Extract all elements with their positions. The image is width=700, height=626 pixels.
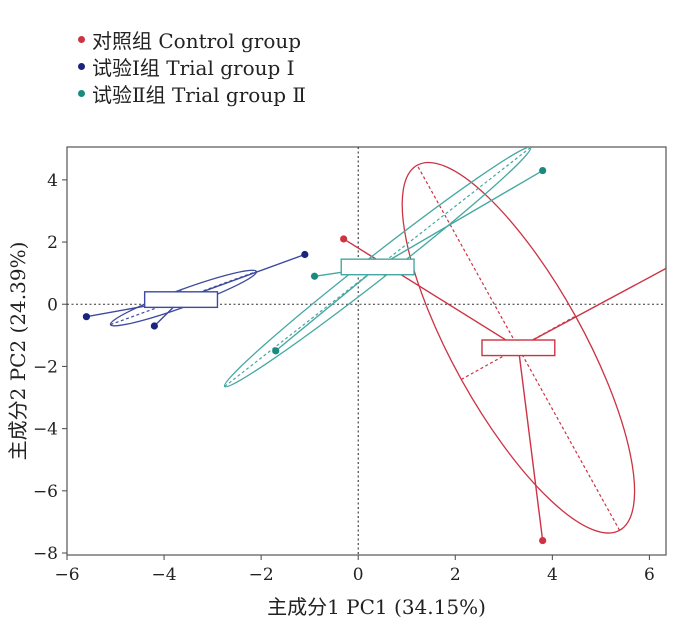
legend-label-control: 对照组 Control group: [92, 29, 302, 53]
ellipse-major-axis: [416, 164, 621, 531]
group-2: [223, 147, 547, 388]
legend-label-trial-2: 试验Ⅱ组 Trial group Ⅱ: [92, 83, 306, 107]
y-tick-label: −4: [33, 420, 58, 440]
spoke-line: [377, 169, 544, 268]
x-tick-label: 4: [547, 565, 558, 585]
centroid-box: [340, 258, 415, 276]
plot-frame: [66, 146, 667, 556]
data-point: [272, 347, 280, 355]
y-tick-label: −2: [33, 357, 58, 377]
centroid-box: [143, 291, 219, 309]
data-point: [539, 166, 547, 175]
legend-item-control: 对照组 Control group: [78, 26, 306, 53]
legend-item-trial-1: 试验Ⅰ组 Trial group Ⅰ: [78, 53, 306, 80]
spoke-line: [275, 266, 379, 352]
group-1: [82, 250, 309, 330]
y-tick-label: 0: [47, 295, 58, 315]
x-axis-title: 主成分1 PC1 (34.15%): [267, 595, 486, 619]
centroid-box: [481, 339, 556, 357]
spoke-line: [517, 347, 544, 541]
x-tick-label: −2: [249, 565, 274, 585]
legend-dot-trial-1: [78, 63, 85, 70]
legend-item-trial-2: 试验Ⅱ组 Trial group Ⅱ: [78, 80, 306, 107]
spoke-line: [343, 238, 519, 349]
x-tick-label: 6: [644, 565, 655, 585]
group-0: [340, 161, 666, 545]
legend-dot-control: [78, 36, 85, 43]
data-point: [301, 250, 309, 259]
y-axis-title: 主成分2 PC2 (24.39%): [6, 242, 30, 461]
data-point: [310, 272, 319, 280]
data-point: [82, 313, 91, 321]
y-tick-label: 4: [47, 171, 58, 191]
legend: 对照组 Control group 试验Ⅰ组 Trial group Ⅰ 试验Ⅱ…: [78, 26, 306, 107]
x-tick-label: 0: [353, 565, 364, 585]
data-point: [150, 322, 158, 330]
legend-label-trial-1: 试验Ⅰ组 Trial group Ⅰ: [92, 56, 295, 80]
x-tick-label: −4: [152, 565, 177, 585]
data-point: [665, 264, 666, 270]
spoke-line: [518, 267, 666, 349]
y-tick-label: −8: [33, 544, 58, 564]
data-point: [539, 536, 547, 545]
data-point: [340, 235, 348, 243]
y-tick-label: 2: [47, 233, 58, 253]
legend-dot-trial-2: [78, 90, 85, 97]
x-tick-label: −6: [54, 565, 79, 585]
y-tick-label: −6: [33, 482, 58, 502]
x-tick-label: 2: [450, 565, 461, 585]
